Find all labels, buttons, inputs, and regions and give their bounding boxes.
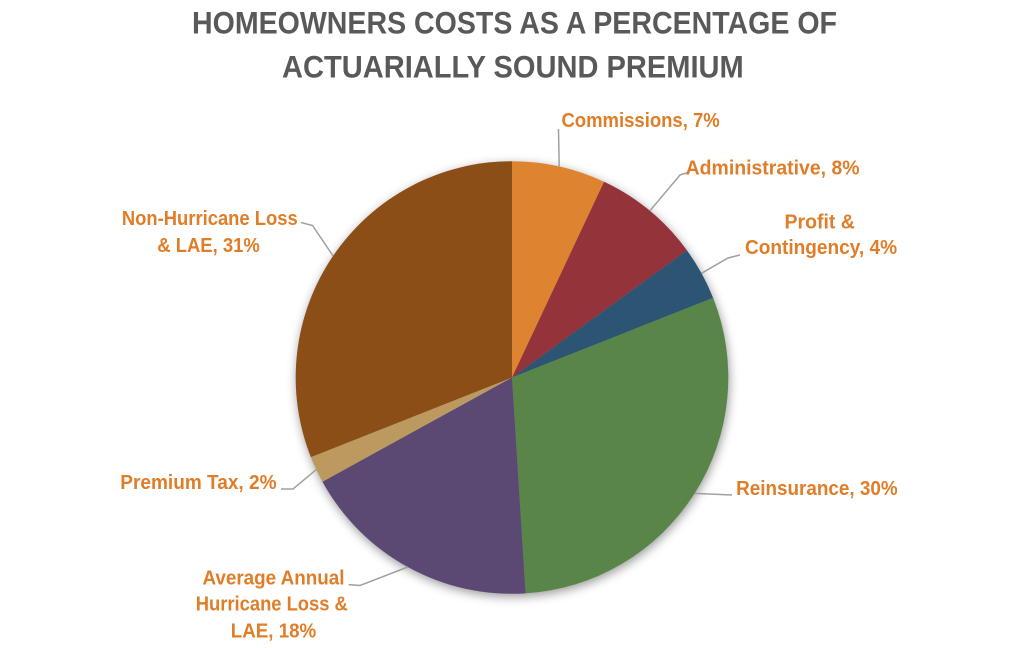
svg-text:& LAE, 31%: & LAE, 31% <box>157 235 260 257</box>
svg-text:ACTUARIALLY SOUND PREMIUM: ACTUARIALLY SOUND PREMIUM <box>282 48 744 84</box>
svg-text:Profit &: Profit & <box>785 212 855 234</box>
svg-text:Hurricane Loss &: Hurricane Loss & <box>196 594 348 616</box>
svg-text:HOMEOWNERS COSTS AS A PERCENTA: HOMEOWNERS COSTS AS A PERCENTAGE OF <box>192 4 837 40</box>
svg-text:Premium Tax, 2%: Premium Tax, 2% <box>120 472 276 494</box>
svg-text:Administrative, 8%: Administrative, 8% <box>686 157 860 179</box>
svg-text:Average Annual: Average Annual <box>203 568 345 590</box>
svg-text:LAE, 18%: LAE, 18% <box>231 621 317 643</box>
svg-text:Contingency, 4%: Contingency, 4% <box>745 237 897 259</box>
svg-text:Reinsurance, 30%: Reinsurance, 30% <box>736 478 898 500</box>
svg-text:Non-Hurricane Loss: Non-Hurricane Loss <box>122 208 298 230</box>
svg-text:Commissions, 7%: Commissions, 7% <box>561 110 719 132</box>
